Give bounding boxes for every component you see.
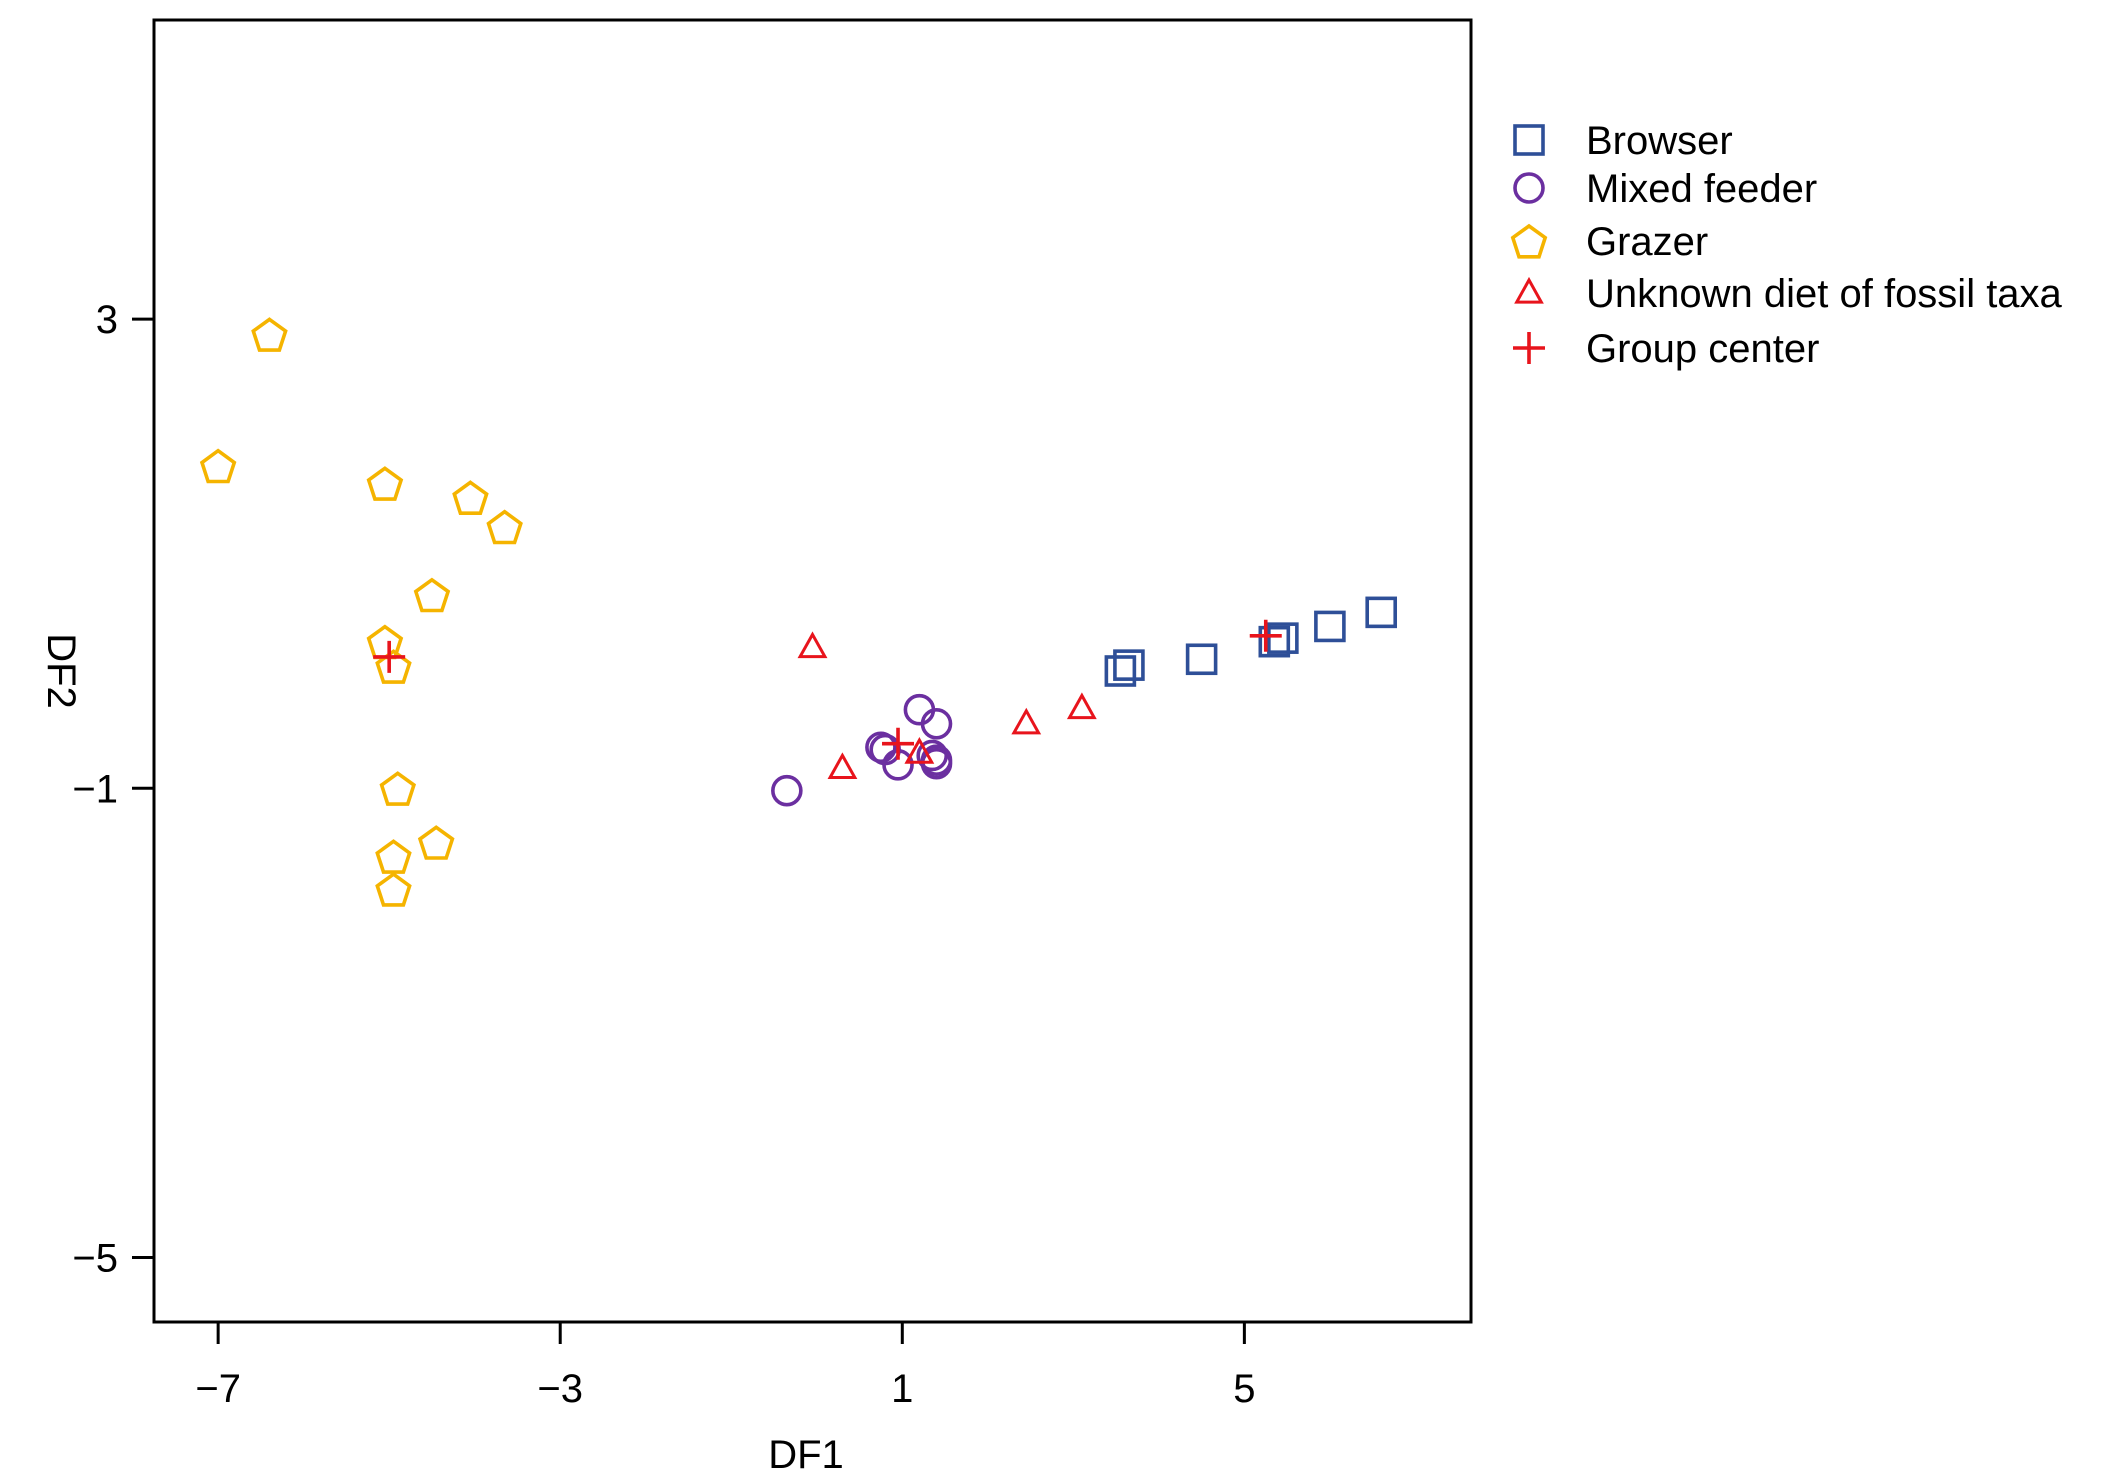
- x-tick-label: 1: [891, 1367, 913, 1411]
- browser-point-4: [1267, 622, 1299, 654]
- grazer-point-0: [251, 317, 288, 352]
- browser-point-1: [1113, 649, 1145, 681]
- plot-frame: [152, 18, 1473, 1324]
- group-center-point-0: [373, 640, 406, 673]
- legend-label-group-center: Group center: [1586, 327, 1819, 371]
- mixed-feeder-point-0: [771, 774, 803, 807]
- legend-marker-grazer: [1510, 223, 1548, 259]
- grazer-point-3: [413, 577, 451, 613]
- grazer-point-7: [375, 649, 412, 684]
- browser-point-5: [1314, 610, 1346, 643]
- group-center-point-1: [882, 727, 915, 760]
- grazer-point-9: [417, 825, 455, 860]
- unknown-diet-of-fossil-taxa-point-0: [797, 631, 828, 659]
- mixed-feeder-point-4: [920, 707, 953, 740]
- legend-marker-unknown-diet-of-fossil-taxa: [1514, 276, 1544, 304]
- legend-marker-browser: [1513, 124, 1545, 156]
- legend-marker-group-center: [1513, 332, 1545, 364]
- y-axis-title: DF2: [39, 633, 83, 709]
- grazer-point-1: [199, 448, 237, 484]
- mixed-feeder-point-3: [903, 693, 936, 726]
- browser-point-0: [1104, 655, 1137, 687]
- legend-label-grazer: Grazer: [1586, 220, 1708, 264]
- grazer-point-10: [375, 839, 412, 874]
- grazer-point-2: [366, 466, 404, 501]
- grazer-point-11: [375, 871, 412, 907]
- group-center-point-2: [1249, 619, 1282, 652]
- x-axis: −7 −3 1 5: [195, 1322, 1255, 1411]
- x-axis-title: DF1: [768, 1433, 844, 1475]
- grazer-point-8: [379, 771, 417, 806]
- legend-label-mixed-feeder: Mixed feeder: [1586, 167, 1817, 211]
- x-tick-label: −3: [537, 1367, 583, 1411]
- legend-label-browser: Browser: [1586, 119, 1733, 163]
- grazer-point-6: [486, 509, 523, 545]
- unknown-diet-of-fossil-taxa-point-3: [1011, 707, 1042, 735]
- browser-point-2: [1185, 643, 1218, 676]
- grazer-point-5: [452, 480, 489, 516]
- x-tick-label: −7: [195, 1367, 241, 1411]
- plot-markers: [199, 317, 1398, 907]
- y-tick-label: −1: [72, 767, 118, 811]
- x-tick-label: 5: [1233, 1367, 1255, 1411]
- unknown-diet-of-fossil-taxa-point-4: [1066, 692, 1097, 720]
- browser-point-6: [1365, 596, 1398, 629]
- unknown-diet-of-fossil-taxa-point-2: [904, 737, 935, 764]
- browser-point-3: [1258, 625, 1291, 658]
- legend-label-unknown-diet-of-fossil-taxa: Unknown diet of fossil taxa: [1586, 272, 2063, 316]
- y-tick-label: −5: [72, 1236, 118, 1280]
- y-axis: 3 −1 −5: [72, 298, 154, 1280]
- y-tick-label: 3: [96, 298, 118, 342]
- unknown-diet-of-fossil-taxa-point-1: [827, 752, 858, 779]
- legend-marker-mixed-feeder: [1513, 172, 1545, 204]
